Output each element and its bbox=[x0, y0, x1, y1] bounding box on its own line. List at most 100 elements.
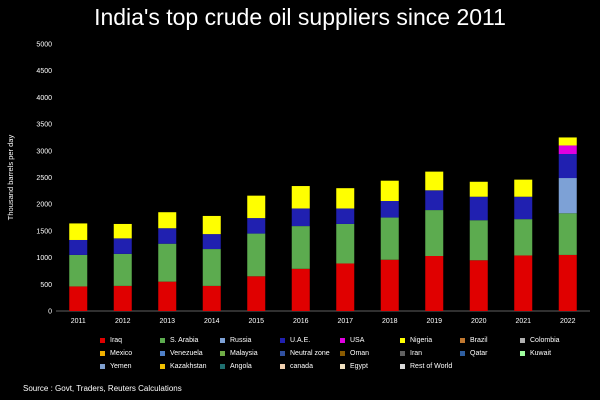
x-tick-label: 2021 bbox=[515, 318, 531, 325]
bar-segment-s-arabia-2013 bbox=[158, 243, 177, 282]
bar-segment-u-a-e--2016 bbox=[291, 208, 310, 227]
legend-swatch bbox=[460, 351, 465, 356]
bar-segment-nigeria-2018 bbox=[380, 180, 399, 201]
bar-segment-iraq-2013 bbox=[158, 281, 177, 311]
legend-label: Iraq bbox=[110, 337, 123, 344]
legend-swatch bbox=[520, 351, 525, 356]
legend-swatch bbox=[340, 338, 345, 343]
legend-label: U.A.E. bbox=[290, 337, 311, 344]
legend-swatch bbox=[400, 338, 405, 343]
legend-label: Oman bbox=[350, 350, 370, 357]
bar-segment-nigeria-2014 bbox=[202, 215, 221, 235]
legend-item-colombia: Colombia bbox=[520, 337, 560, 344]
bar-segment-s-arabia-2012 bbox=[113, 253, 132, 286]
legend-label: Neutral zone bbox=[290, 350, 330, 357]
legend-label: Egypt bbox=[350, 363, 368, 370]
y-tick-label: 0 bbox=[48, 309, 52, 316]
y-tick-label: 3000 bbox=[36, 148, 52, 155]
bar-segment-u-a-e--2013 bbox=[158, 228, 177, 244]
legend-item-canada: canada bbox=[280, 363, 313, 370]
bar-segment-u-a-e--2020 bbox=[469, 196, 488, 221]
source-note: Source : Govt, Traders, Reuters Calculat… bbox=[23, 384, 182, 393]
y-tick-label: 500 bbox=[40, 282, 52, 289]
bar-segment-u-a-e--2019 bbox=[425, 190, 444, 211]
bar-segment-iraq-2011 bbox=[69, 286, 88, 311]
legend-label: Rest of World bbox=[410, 363, 453, 370]
chart-title: India's top crude oil suppliers since 20… bbox=[94, 4, 506, 30]
legend-label: Colombia bbox=[530, 337, 560, 344]
bar-segment-u-a-e--2021 bbox=[514, 196, 533, 220]
y-tick-label: 1000 bbox=[36, 255, 52, 262]
bar-segment-u-a-e--2015 bbox=[247, 218, 266, 234]
bar-segment-usa-2022 bbox=[558, 145, 577, 155]
bar-segment-s-arabia-2017 bbox=[336, 223, 355, 264]
legend-label: Malaysia bbox=[230, 350, 258, 357]
bar-segment-s-arabia-2011 bbox=[69, 254, 88, 287]
bar-segment-nigeria-2015 bbox=[247, 195, 266, 219]
legend-swatch bbox=[160, 351, 165, 356]
x-tick-label: 2011 bbox=[71, 318, 86, 325]
legend-item-rest-of-world: Rest of World bbox=[400, 363, 452, 370]
legend-swatch bbox=[340, 364, 345, 369]
legend-item-venezuela: Venezuela bbox=[160, 350, 203, 357]
legend-label: Angola bbox=[230, 363, 252, 370]
x-tick-label: 2019 bbox=[426, 318, 442, 325]
y-tick-label: 4000 bbox=[36, 95, 52, 102]
legend-label: USA bbox=[350, 337, 365, 344]
bar-segment-s-arabia-2022 bbox=[558, 213, 577, 255]
legend-swatch bbox=[100, 338, 105, 343]
bar-segment-nigeria-2021 bbox=[514, 179, 533, 197]
bar-segment-nigeria-2022 bbox=[558, 137, 577, 146]
legend-swatch bbox=[280, 338, 285, 343]
legend-item-mexico: Mexico bbox=[100, 350, 132, 357]
bar-segment-iraq-2017 bbox=[336, 263, 355, 311]
x-tick-label: 2017 bbox=[337, 318, 353, 325]
x-tick-label: 2022 bbox=[560, 318, 576, 325]
x-tick-label: 2016 bbox=[293, 318, 309, 325]
y-tick-label: 1500 bbox=[36, 228, 52, 235]
legend-item-nigeria: Nigeria bbox=[400, 337, 432, 344]
x-tick-label: 2018 bbox=[382, 318, 398, 325]
bar-segment-u-a-e--2012 bbox=[113, 238, 132, 254]
x-tick-label: 2015 bbox=[248, 318, 264, 325]
legend-swatch bbox=[400, 351, 405, 356]
legend-swatch bbox=[160, 364, 165, 369]
bar-segment-nigeria-2013 bbox=[158, 212, 177, 229]
legend-swatch bbox=[460, 338, 465, 343]
legend-label: Brazil bbox=[470, 337, 488, 344]
y-tick-label: 2000 bbox=[36, 202, 52, 209]
bar-segment-nigeria-2019 bbox=[425, 171, 444, 191]
legend-swatch bbox=[220, 364, 225, 369]
bar-segment-iraq-2012 bbox=[113, 285, 132, 311]
legend-item-malaysia: Malaysia bbox=[220, 350, 258, 357]
legend-item-usa: USA bbox=[340, 337, 364, 344]
bar-segment-s-arabia-2015 bbox=[247, 233, 266, 277]
legend-item-kuwait: Kuwait bbox=[520, 350, 551, 357]
legend-swatch bbox=[100, 364, 105, 369]
legend-item-iran: Iran bbox=[400, 350, 422, 357]
legend-item-oman: Oman bbox=[340, 350, 369, 357]
legend-item-neutral-zone: Neutral zone bbox=[280, 350, 330, 357]
bar-segment-iraq-2016 bbox=[291, 268, 310, 311]
x-tick-label: 2012 bbox=[115, 318, 131, 325]
y-tick-label: 5000 bbox=[36, 42, 52, 49]
legend-item-yemen: Yemen bbox=[100, 363, 132, 370]
legend-label: Russia bbox=[230, 337, 252, 344]
bar-segment-russia-2022 bbox=[558, 178, 577, 214]
legend-swatch bbox=[220, 351, 225, 356]
y-axis-label: Thousand barrels per day bbox=[6, 135, 15, 221]
bar-segment-u-a-e--2022 bbox=[558, 154, 577, 179]
bar-segment-s-arabia-2016 bbox=[291, 226, 310, 269]
legend-item-iraq: Iraq bbox=[100, 337, 122, 344]
bar-segment-s-arabia-2014 bbox=[202, 249, 221, 286]
legend-swatch bbox=[160, 338, 165, 343]
legend-label: S. Arabia bbox=[170, 337, 199, 344]
y-tick-label: 2500 bbox=[36, 175, 52, 182]
legend-swatch bbox=[340, 351, 345, 356]
bar-segment-s-arabia-2021 bbox=[514, 219, 533, 256]
legend-item-egypt: Egypt bbox=[340, 363, 368, 370]
bar-segment-iraq-2015 bbox=[247, 276, 266, 311]
legend-item-russia: Russia bbox=[220, 337, 251, 344]
legend-item-u-a-e-: U.A.E. bbox=[280, 337, 310, 344]
bar-segment-nigeria-2020 bbox=[469, 181, 488, 197]
